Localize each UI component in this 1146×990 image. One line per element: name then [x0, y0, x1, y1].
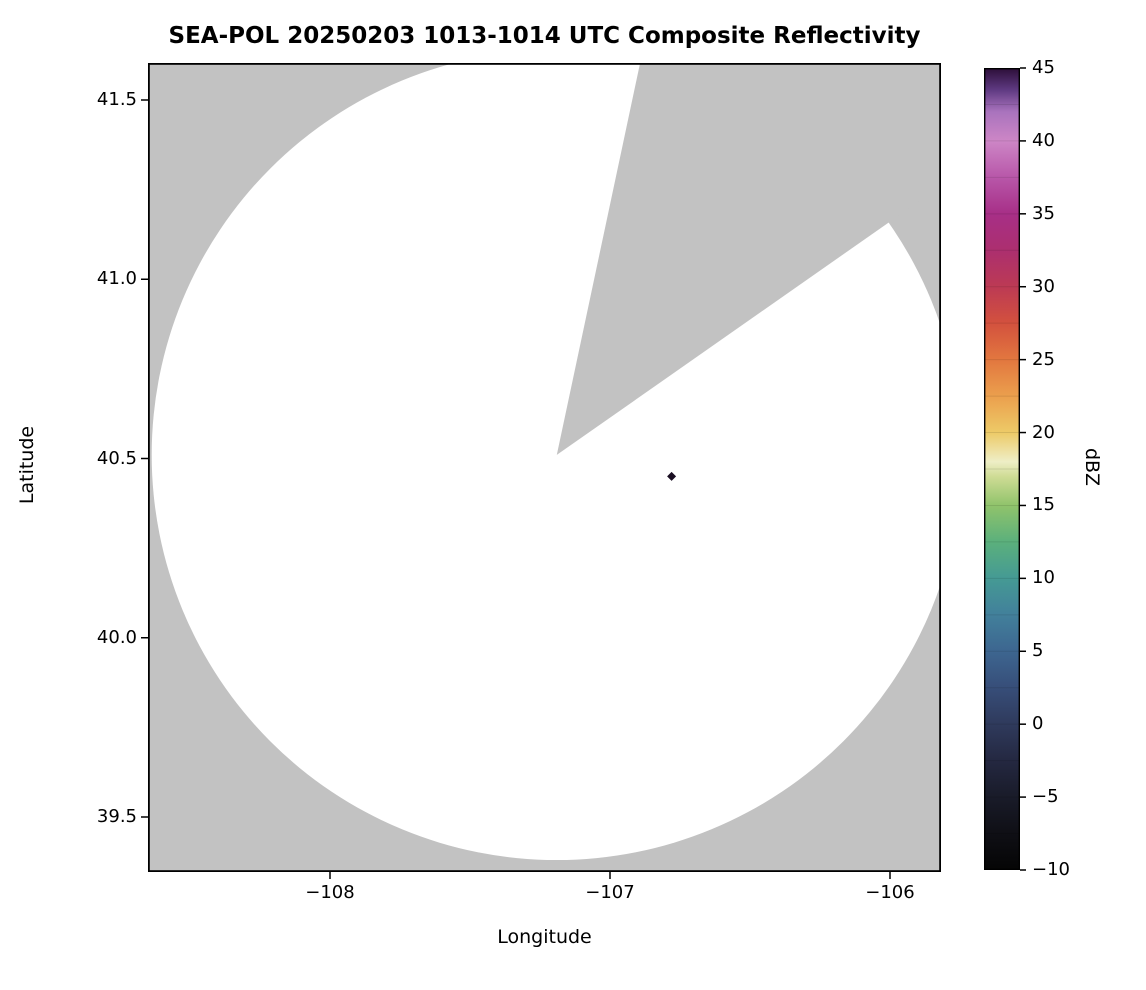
- y-tick-label: 40.0: [96, 626, 137, 648]
- colorbar-tick-label: 40: [1032, 129, 1055, 151]
- blocked-sector-wedge: [556, 63, 941, 455]
- plot-frame: [147, 63, 942, 873]
- y-tick-label: 41.5: [96, 89, 137, 110]
- x-tick-label: −108: [305, 882, 355, 903]
- colorbar-tick-label: −5: [1032, 786, 1059, 808]
- colorbar-tick-label: 15: [1032, 494, 1055, 516]
- colorbar-tick-label: 10: [1032, 567, 1055, 589]
- colorbar-tick-label: 30: [1032, 275, 1055, 297]
- colorbar-frame: [984, 67, 1021, 870]
- colorbar-tick-label: 35: [1032, 202, 1055, 224]
- colorbar-gradient: [984, 68, 1020, 870]
- colorbar-label: dBZ: [1081, 447, 1103, 487]
- colorbar-tick-label: 5: [1032, 640, 1044, 662]
- plot-title: SEA-POL 20250203 1013-1014 UTC Composite…: [168, 23, 921, 49]
- colorbar-tick-label: 45: [1032, 57, 1055, 78]
- echo-marker: [667, 471, 677, 481]
- colorbar-tick-label: 20: [1032, 421, 1055, 443]
- x-tick-label: −107: [585, 882, 635, 903]
- x-axis-label: Longitude: [497, 926, 592, 948]
- colorbar-tick-label: 0: [1032, 713, 1044, 735]
- x-tick-label: −106: [865, 882, 915, 903]
- colorbar-tick-label: −10: [1032, 859, 1070, 880]
- colorbar-tick-label: 25: [1032, 348, 1055, 370]
- y-tick-label: 40.5: [96, 447, 137, 469]
- y-tick-label: 41.0: [96, 268, 137, 290]
- y-axis-label: Latitude: [16, 425, 38, 505]
- y-tick-label: 39.5: [96, 806, 137, 827]
